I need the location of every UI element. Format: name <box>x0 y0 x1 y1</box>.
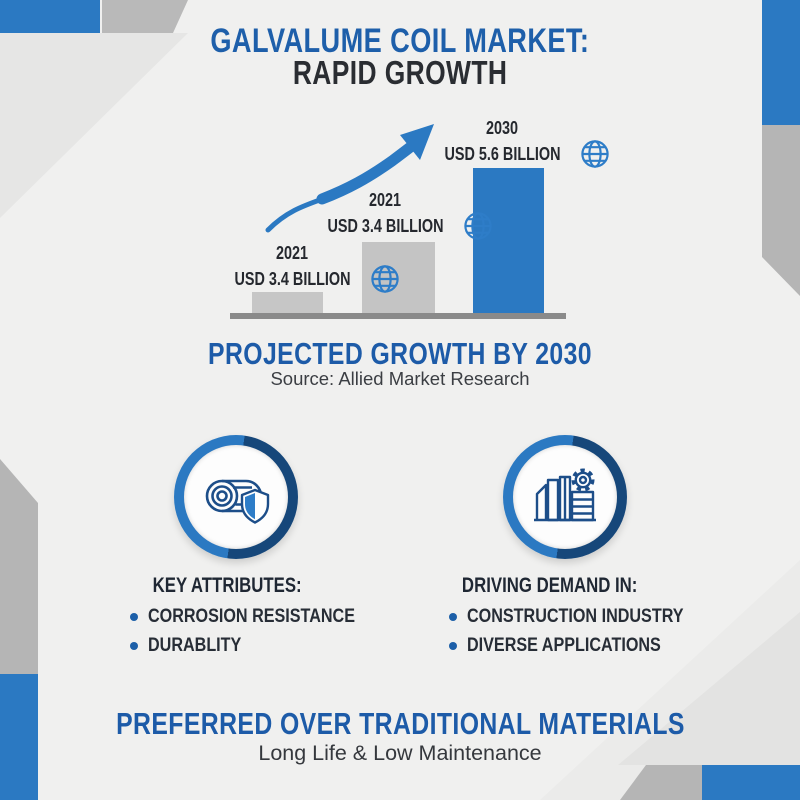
chart-label-2021-a: 2021 USD 3.4 BILLION <box>220 243 400 294</box>
chart-label-2021-b: 2021 USD 3.4 BILLION <box>313 190 493 241</box>
page-title-line2: RAPID GROWTH <box>292 54 508 91</box>
list-item: DIVERSE APPLICATIONS <box>449 635 722 657</box>
buildings-gear-icon <box>534 468 596 522</box>
chart-bar-2021-a <box>252 292 323 313</box>
feature-heading-demand: DRIVING DEMAND IN: <box>462 574 638 597</box>
fold-triangle-bottom-right-inner <box>618 612 800 765</box>
feature-badge-inner <box>513 445 617 549</box>
feature-heading-attributes: KEY ATTRIBUTES: <box>152 574 302 597</box>
bullet-dot-icon <box>130 613 138 621</box>
growth-arrow-head <box>400 124 434 160</box>
chart-baseline <box>230 313 566 319</box>
feature-list-demand: CONSTRUCTION INDUSTRY DIVERSE APPLICATIO… <box>449 606 722 657</box>
chart-label-value: USD 3.4 BILLION <box>234 268 351 289</box>
chart-label-year: 2030 <box>485 118 519 138</box>
globe-icon <box>370 264 400 294</box>
header: GALVALUME COIL MARKET: <box>0 22 800 61</box>
feature-heading-attributes-row: KEY ATTRIBUTES: <box>117 574 337 598</box>
chart-bar-2030 <box>473 168 544 313</box>
coil-shield-icon <box>205 479 270 524</box>
feature-heading-demand-row: DRIVING DEMAND IN: <box>440 574 660 598</box>
feature-badge-demand <box>503 435 627 559</box>
list-item-label: CORROSION RESISTANCE <box>148 606 355 627</box>
list-item-label: DIVERSE APPLICATIONS <box>467 635 661 656</box>
chart-label-year: 2021 <box>275 243 309 263</box>
chart-label-value: USD 5.6 BILLION <box>444 143 561 164</box>
header-line2: RAPID GROWTH <box>0 54 800 92</box>
chart-title: PROJECTED GROWTH BY 2030 <box>207 336 592 371</box>
feature-badge-inner <box>184 445 288 549</box>
list-item: CONSTRUCTION INDUSTRY <box>449 606 722 628</box>
globe-icon <box>463 211 493 241</box>
page-title-line1: GALVALUME COIL MARKET: <box>210 22 590 60</box>
list-item: DURABLITY <box>130 635 392 657</box>
feature-badge-attributes <box>174 435 298 559</box>
footer-subheading-row: Long Life & Low Maintenance <box>0 741 800 766</box>
corner-accent-top-right-gray <box>762 125 800 296</box>
chart-title-row: PROJECTED GROWTH BY 2030 <box>0 336 800 372</box>
chart-label-year: 2021 <box>368 190 402 210</box>
feature-list-attributes: CORROSION RESISTANCE DURABLITY <box>130 606 392 657</box>
list-item-label: CONSTRUCTION INDUSTRY <box>467 606 684 627</box>
corner-accent-bottom-right-blue <box>702 765 800 800</box>
fold-triangle-top-left <box>0 33 188 218</box>
chart-label-2030: 2030 USD 5.6 BILLION <box>430 118 610 169</box>
footer-heading: PREFERRED OVER TRADITIONAL MATERIALS <box>115 706 685 741</box>
footer-heading-row: PREFERRED OVER TRADITIONAL MATERIALS <box>0 706 800 742</box>
chart-source: Source: Allied Market Research <box>270 368 530 389</box>
edge-accent-left-gray <box>0 459 38 674</box>
globe-icon <box>580 139 610 169</box>
chart-label-value: USD 3.4 BILLION <box>327 215 444 236</box>
corner-accent-top-right-blue <box>762 0 800 125</box>
corner-accent-top-left-blue <box>0 0 100 33</box>
list-item: CORROSION RESISTANCE <box>130 606 392 628</box>
corner-accent-bottom-gray <box>620 765 702 800</box>
list-item-label: DURABLITY <box>148 635 242 656</box>
corner-accent-top-left-gray <box>102 0 188 33</box>
bullet-dot-icon <box>449 613 457 621</box>
footer-subheading: Long Life & Low Maintenance <box>258 741 542 765</box>
edge-accent-left-blue <box>0 674 38 800</box>
chart-source-row: Source: Allied Market Research <box>0 368 800 390</box>
bullet-dot-icon <box>449 642 457 650</box>
bullet-dot-icon <box>130 642 138 650</box>
